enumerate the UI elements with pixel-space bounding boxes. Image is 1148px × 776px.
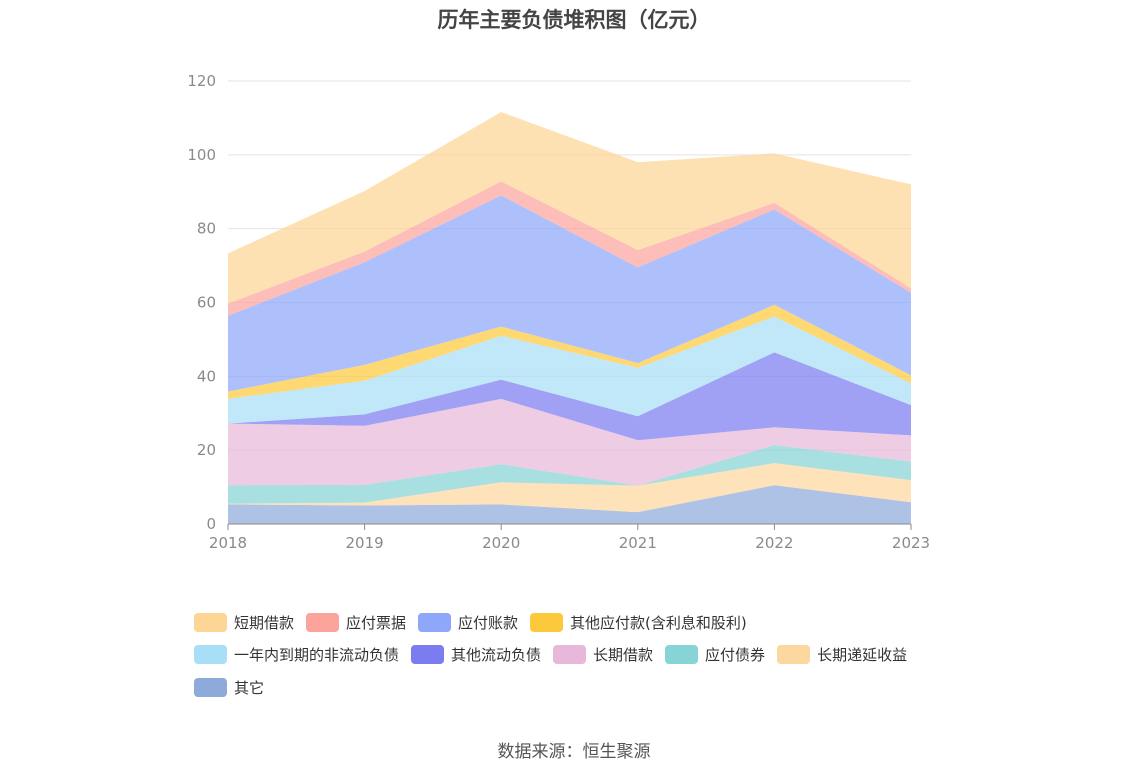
legend-label: 短期借款 — [234, 613, 295, 632]
y-tick-label: 100 — [187, 146, 216, 164]
y-tick-label: 60 — [197, 294, 216, 312]
legend-label: 应付账款 — [458, 613, 519, 632]
legend-item[interactable]: 其他流动负债 — [411, 644, 541, 665]
area-series-2 — [228, 444, 911, 504]
legend-label: 长期递延收益 — [817, 646, 908, 665]
chart-legend: 短期借款 应付票据 应付账款 其他应付款(含利息和股利) 一年内到期的非流动负债 其他流动… — [194, 606, 994, 704]
chart-title: 历年主要负债堆积图（亿元） — [437, 8, 711, 32]
x-tick-label: 2022 — [755, 534, 793, 552]
area-series-5 — [228, 316, 911, 424]
legend-swatch — [553, 645, 587, 665]
legend-swatch — [418, 612, 452, 632]
legend-label: 应付票据 — [346, 613, 407, 632]
area-series-9 — [228, 112, 911, 304]
area-series-7 — [228, 195, 911, 392]
legend-item[interactable]: 其他应付款(含利息和股利) — [530, 612, 747, 633]
legend-item[interactable]: 应付债券 — [665, 644, 765, 665]
legend-row: 短期借款 应付票据 应付账款 其他应付款(含利息和股利) — [194, 606, 994, 639]
legend-item[interactable]: 短期借款 — [194, 612, 294, 633]
y-tick-label: 120 — [187, 72, 216, 90]
legend-item[interactable]: 应付账款 — [418, 612, 518, 633]
legend-label: 其他流动负债 — [451, 646, 542, 665]
x-tick-label: 2020 — [482, 534, 520, 552]
legend-swatch — [411, 645, 445, 665]
legend-label: 应付债券 — [705, 646, 766, 665]
area-series-8 — [228, 181, 911, 316]
y-tick-label: 40 — [197, 367, 216, 385]
x-tick-label: 2019 — [346, 534, 384, 552]
legend-swatch — [530, 612, 564, 632]
x-tick-label: 2023 — [892, 534, 930, 552]
legend-item[interactable]: 其它 — [194, 677, 264, 698]
legend-row: 一年内到期的非流动负债 其他流动负债 长期借款 应付债券 长期递延收益 — [194, 639, 994, 672]
legend-item[interactable]: 长期借款 — [553, 644, 653, 665]
y-tick-label: 80 — [197, 220, 216, 238]
area-series-4 — [228, 352, 911, 441]
y-tick-label: 20 — [197, 441, 216, 459]
legend-label: 长期借款 — [593, 646, 654, 665]
legend-swatch — [665, 645, 699, 665]
stacked-area-chart: 0 20 40 60 80 100 120 2018 2019 2020 2021 2022 2023 — [187, 72, 930, 552]
legend-item[interactable]: 一年内到期的非流动负债 — [194, 644, 399, 665]
area-series-3 — [228, 398, 911, 486]
x-tick-label: 2021 — [619, 534, 657, 552]
legend-row: 其它 — [194, 671, 994, 704]
legend-swatch — [194, 677, 227, 697]
area-series-1 — [228, 463, 911, 513]
x-tick-label: 2018 — [209, 534, 247, 552]
legend-swatch — [306, 612, 340, 632]
y-tick-label: 0 — [206, 515, 216, 533]
area-series-0 — [228, 485, 911, 524]
legend-label: 其它 — [234, 678, 265, 697]
legend-item[interactable]: 应付票据 — [306, 612, 406, 633]
data-source-note: 数据来源：恒生聚源 — [497, 742, 651, 762]
legend-label: 其他应付款(含利息和股利) — [570, 613, 747, 632]
legend-swatch — [194, 645, 227, 665]
legend-swatch — [777, 645, 811, 665]
area-series-6 — [228, 304, 911, 399]
legend-swatch — [194, 612, 227, 632]
legend-item[interactable]: 长期递延收益 — [777, 644, 907, 665]
legend-label: 一年内到期的非流动负债 — [234, 646, 400, 665]
